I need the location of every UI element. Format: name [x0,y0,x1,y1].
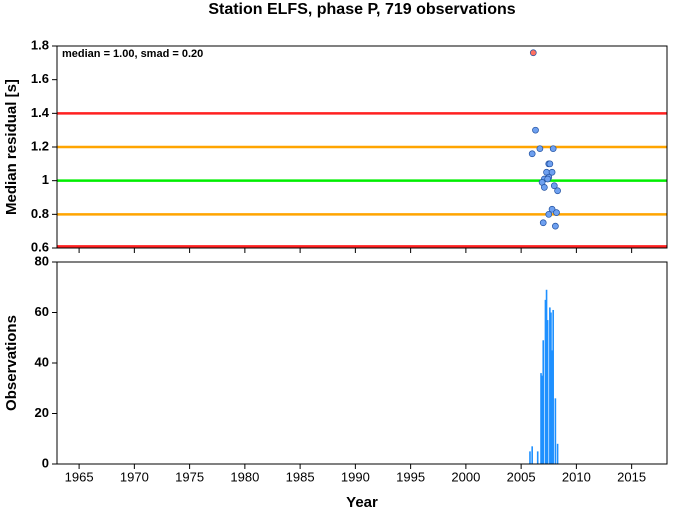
y-tick-label: 80 [35,253,49,268]
annotation: median = 1.00, smad = 0.20 [62,48,203,60]
chart-title: Station ELFS, phase P, 719 observations [208,1,515,18]
bar [546,320,549,464]
y-tick-label: 0 [42,455,49,470]
bar [556,443,559,464]
x-tick-label: 1985 [286,469,315,484]
bar [554,398,557,464]
y-tick-label: 1.8 [31,37,49,52]
x-axis-label: Year [346,494,378,511]
y-tick-label: 1.4 [31,105,50,120]
y-tick-label: 1.6 [31,71,49,86]
point [548,168,556,176]
point [528,150,536,158]
bar [552,309,554,464]
y-tick-label: 0.6 [31,239,49,254]
y-tick-label: 1 [42,172,49,187]
point [553,209,560,216]
y-axis-label: Median residual [s] [3,79,20,215]
x-tick-label: 2005 [507,469,536,484]
point [539,219,547,227]
x-tick-label: 1975 [175,469,204,484]
y-tick-label: 60 [35,304,49,319]
point [549,145,557,153]
y-tick-label: 20 [35,405,49,420]
point [532,126,539,134]
point [529,49,537,57]
bar [540,373,542,464]
bar [541,375,543,464]
bar [536,451,539,464]
bar [542,340,545,464]
y-axis-label: Observations [3,315,20,411]
point [544,175,552,183]
x-tick-label: 2010 [562,469,591,484]
plot-frame [56,45,668,249]
bar [545,289,548,464]
point [552,222,559,230]
x-tick-label: 2015 [617,469,646,484]
bar [544,299,547,464]
y-tick-label: 1.2 [31,138,49,153]
point [548,205,556,213]
point [554,187,561,195]
point [550,182,558,190]
point [540,184,548,191]
point [546,160,554,168]
bar [551,350,553,464]
bar [550,312,552,464]
x-tick-label: 1995 [396,469,425,484]
y-tick-label: 0.8 [31,206,49,221]
point [536,145,544,153]
plot-frame [56,261,668,465]
point [545,210,553,218]
bar [549,307,551,464]
y-tick-label: 40 [35,354,49,369]
bar [529,451,531,464]
x-tick-label: 1980 [230,469,259,484]
x-tick-label: 1990 [341,469,370,484]
bar [531,446,533,464]
x-tick-label: 1965 [65,469,94,484]
x-tick-label: 1970 [120,469,149,484]
x-tick-label: 2000 [451,469,480,484]
